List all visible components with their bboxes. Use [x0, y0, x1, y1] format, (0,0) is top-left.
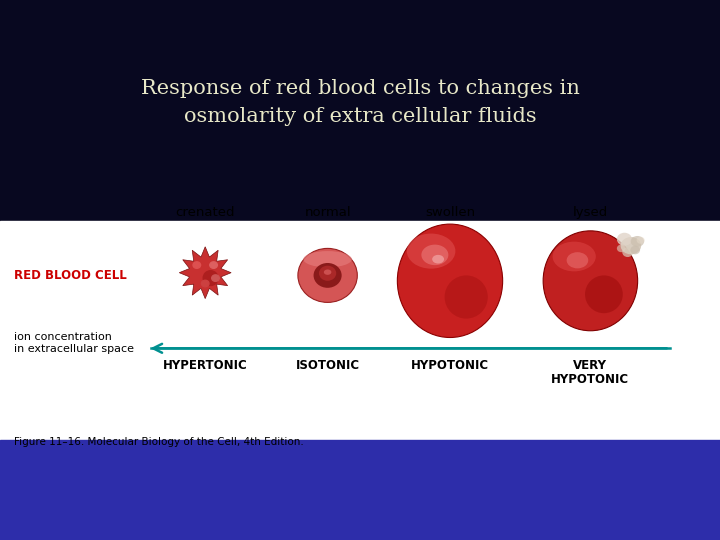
Ellipse shape	[636, 237, 644, 244]
Ellipse shape	[421, 245, 449, 265]
Ellipse shape	[621, 237, 641, 254]
Bar	[0, 0, 720, 219]
Text: lysed: lysed	[573, 206, 608, 219]
Ellipse shape	[212, 275, 220, 281]
Ellipse shape	[193, 262, 201, 268]
Ellipse shape	[303, 251, 352, 267]
Ellipse shape	[553, 241, 596, 271]
Ellipse shape	[313, 263, 342, 288]
Bar	[0, 221, 720, 440]
Ellipse shape	[567, 252, 588, 268]
Ellipse shape	[202, 270, 219, 286]
Ellipse shape	[407, 233, 456, 268]
Ellipse shape	[543, 231, 638, 330]
Ellipse shape	[585, 275, 623, 313]
Text: Response of red blood cells to changes in
osmolarity of extra cellular fluids: Response of red blood cells to changes i…	[140, 79, 580, 126]
Ellipse shape	[202, 280, 209, 287]
Ellipse shape	[432, 255, 444, 264]
Text: HYPERTONIC: HYPERTONIC	[163, 359, 248, 372]
Ellipse shape	[444, 275, 488, 319]
Ellipse shape	[298, 248, 357, 302]
Text: VERY
HYPOTONIC: VERY HYPOTONIC	[552, 359, 629, 386]
Bar	[0, 440, 720, 540]
Ellipse shape	[622, 247, 633, 257]
Text: crenated: crenated	[176, 206, 235, 219]
Text: ISOTONIC: ISOTONIC	[295, 359, 360, 372]
Text: ion concentration
in extracellular space: ion concentration in extracellular space	[14, 332, 135, 354]
Ellipse shape	[631, 246, 640, 254]
Ellipse shape	[210, 262, 217, 268]
Ellipse shape	[617, 245, 626, 252]
Ellipse shape	[631, 236, 644, 247]
Text: HYPOTONIC: HYPOTONIC	[411, 359, 489, 372]
Text: normal: normal	[305, 206, 351, 219]
Polygon shape	[179, 247, 231, 299]
Text: RED BLOOD CELL: RED BLOOD CELL	[14, 269, 127, 282]
Ellipse shape	[324, 269, 331, 275]
Ellipse shape	[319, 266, 336, 281]
Ellipse shape	[397, 224, 503, 338]
Text: swollen: swollen	[425, 206, 475, 219]
Ellipse shape	[617, 233, 632, 246]
Text: Figure 11–16. Molecular Biology of the Cell, 4th Edition.: Figure 11–16. Molecular Biology of the C…	[14, 437, 304, 448]
